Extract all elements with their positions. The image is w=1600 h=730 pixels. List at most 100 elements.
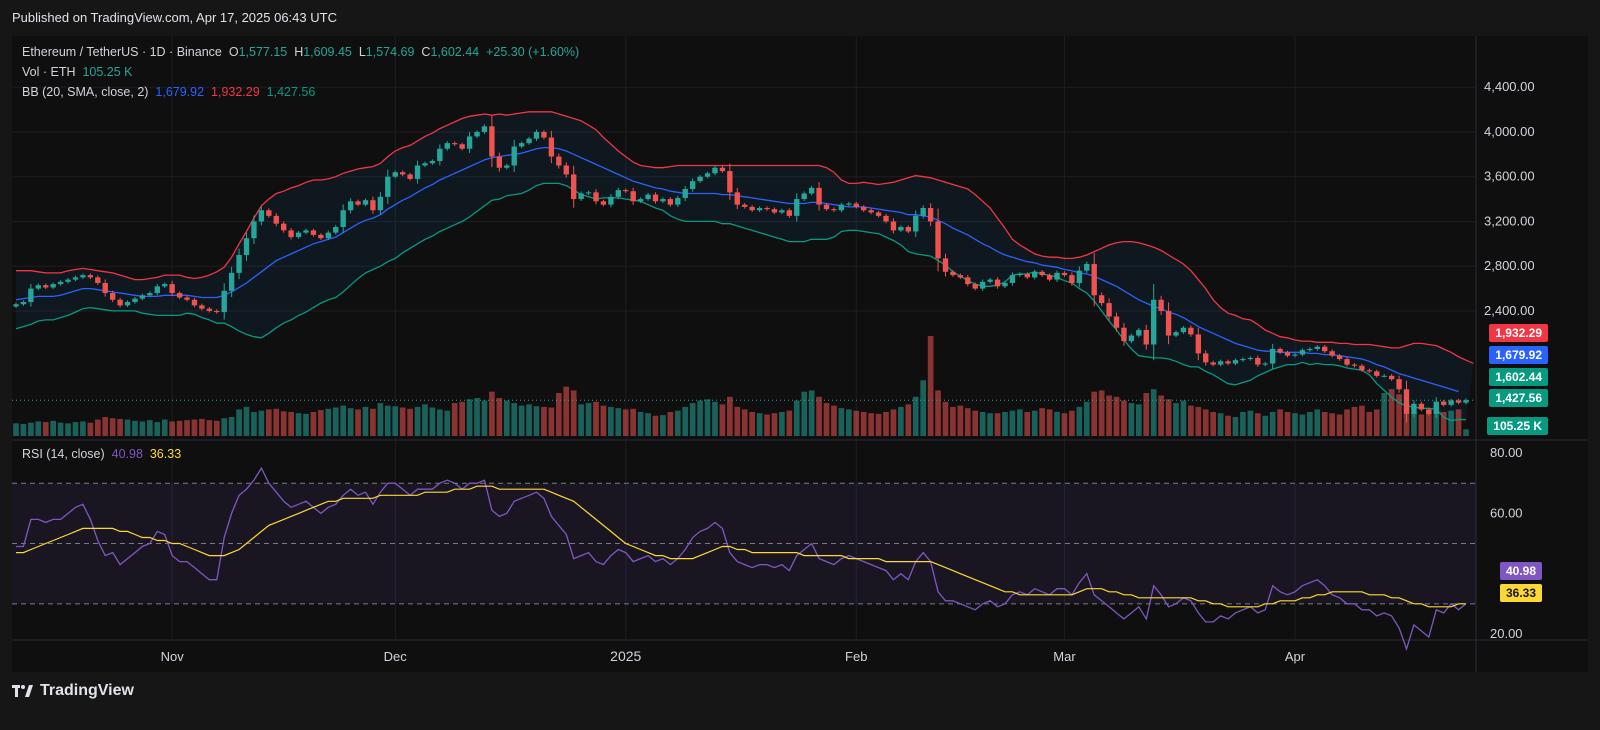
candle-body bbox=[295, 232, 302, 238]
candle-body bbox=[1247, 357, 1254, 360]
candle-body bbox=[444, 143, 450, 149]
volume-bar bbox=[838, 408, 845, 436]
volume-bar bbox=[236, 409, 242, 436]
candle-body bbox=[236, 255, 242, 273]
candle-body bbox=[682, 188, 688, 198]
candle-body bbox=[1098, 295, 1105, 304]
candle-body bbox=[281, 223, 287, 231]
candle-body bbox=[652, 194, 659, 202]
volume-bar bbox=[853, 410, 860, 436]
candle-body bbox=[734, 192, 740, 205]
candle-body bbox=[823, 204, 830, 210]
volume-bar bbox=[898, 406, 904, 436]
volume-bar bbox=[979, 411, 986, 436]
symbol-title[interactable]: Ethereum / TetherUS · 1D · Binance bbox=[22, 45, 222, 59]
candle-body bbox=[1113, 316, 1120, 328]
volume-bar bbox=[1083, 401, 1090, 436]
candle-body bbox=[868, 210, 874, 213]
volume-bar bbox=[1292, 413, 1298, 436]
candle-body bbox=[1061, 272, 1068, 276]
volume-bar bbox=[1262, 415, 1269, 436]
candle-body bbox=[563, 165, 569, 175]
volume-label[interactable]: Vol · ETH bbox=[22, 65, 76, 79]
candle-body bbox=[362, 200, 369, 205]
volume-bar bbox=[20, 423, 27, 436]
candle-body bbox=[853, 203, 859, 207]
candle-body bbox=[1217, 361, 1224, 365]
volume-bar bbox=[332, 407, 339, 436]
candle-body bbox=[704, 173, 711, 177]
candle-body bbox=[1017, 274, 1023, 276]
volume-bar bbox=[437, 409, 443, 436]
chart-area[interactable]: Nov Dec 2025 Feb Mar Apr 4,400.00 4,000.00 3,600… bbox=[12, 36, 1588, 672]
volume-bar bbox=[645, 413, 651, 436]
volume-bar bbox=[1463, 429, 1469, 436]
candle-body bbox=[1441, 401, 1447, 405]
candle-body bbox=[875, 212, 882, 216]
volume-bar bbox=[1024, 411, 1031, 436]
volume-bar bbox=[1039, 408, 1045, 436]
candle-body bbox=[600, 201, 607, 205]
tradingview-logo[interactable]: TradingView bbox=[12, 682, 134, 700]
volume-bar bbox=[1217, 413, 1224, 436]
candle-body bbox=[1009, 275, 1016, 283]
candle-body bbox=[43, 285, 49, 288]
bb-lower-line bbox=[15, 182, 1467, 422]
rsi-label[interactable]: RSI (14, close) bbox=[22, 447, 105, 461]
candle-body bbox=[957, 275, 964, 278]
volume-bar bbox=[1017, 409, 1023, 436]
volume-bar bbox=[1061, 413, 1068, 436]
candle-body bbox=[1188, 327, 1194, 335]
candle-body bbox=[905, 227, 911, 232]
x-tick-label: 2025 bbox=[610, 648, 641, 664]
candle-body bbox=[228, 272, 235, 291]
candle-body bbox=[1054, 272, 1060, 280]
high-label: H bbox=[294, 45, 304, 59]
volume-bar bbox=[57, 422, 64, 436]
candle-body bbox=[571, 174, 577, 200]
volume-bar bbox=[660, 415, 666, 436]
volume-bar bbox=[1098, 390, 1105, 436]
volume-bar bbox=[489, 391, 495, 436]
candle-body bbox=[526, 138, 532, 144]
candle-body bbox=[1151, 299, 1157, 345]
candle-body bbox=[898, 227, 904, 231]
volume-bar bbox=[466, 399, 473, 436]
low-value: 1,574.69 bbox=[365, 45, 415, 59]
volume-bar bbox=[518, 405, 525, 436]
candle-body bbox=[1262, 363, 1268, 365]
candle-body bbox=[927, 208, 934, 222]
candle-body bbox=[318, 234, 324, 239]
bb-label[interactable]: BB (20, SMA, close, 2) bbox=[22, 85, 149, 99]
volume-bar bbox=[392, 406, 399, 436]
legend-volume-row: Vol · ETH 105.25 K bbox=[22, 62, 579, 82]
bb-upper-price-tag: 1,932.29 bbox=[1489, 324, 1548, 342]
volume-bar bbox=[608, 406, 614, 436]
chart-canvas[interactable]: Nov Dec 2025 Feb Mar Apr 4,400.00 4,000.00 3,600… bbox=[12, 36, 1588, 672]
x-tick-label: Feb bbox=[845, 649, 867, 664]
candle-body bbox=[1195, 334, 1201, 354]
candle-body bbox=[50, 284, 56, 288]
volume-bar bbox=[1433, 410, 1440, 436]
candle-body bbox=[808, 187, 815, 194]
x-tick-label: Apr bbox=[1285, 649, 1306, 664]
volume-bar bbox=[860, 411, 867, 436]
volume-bar bbox=[1351, 406, 1358, 436]
volume-bar bbox=[1396, 394, 1402, 436]
volume-bar bbox=[1381, 392, 1388, 436]
volume-bar bbox=[622, 409, 629, 436]
candle-body bbox=[1158, 299, 1164, 311]
candle-body bbox=[303, 230, 309, 233]
candle-body bbox=[169, 284, 175, 294]
candle-body bbox=[593, 192, 599, 202]
volume-bar bbox=[578, 404, 584, 436]
volume-bar bbox=[793, 400, 800, 436]
tradingview-logo-icon bbox=[12, 685, 33, 697]
volume-bar bbox=[667, 411, 674, 436]
volume-bar bbox=[94, 419, 101, 436]
candle-body bbox=[1269, 348, 1276, 364]
change-value: +25.30 (+1.60%) bbox=[486, 45, 580, 59]
volume-bar bbox=[786, 410, 793, 436]
volume-bar bbox=[362, 406, 369, 436]
volume-value: 105.25 K bbox=[82, 65, 133, 79]
